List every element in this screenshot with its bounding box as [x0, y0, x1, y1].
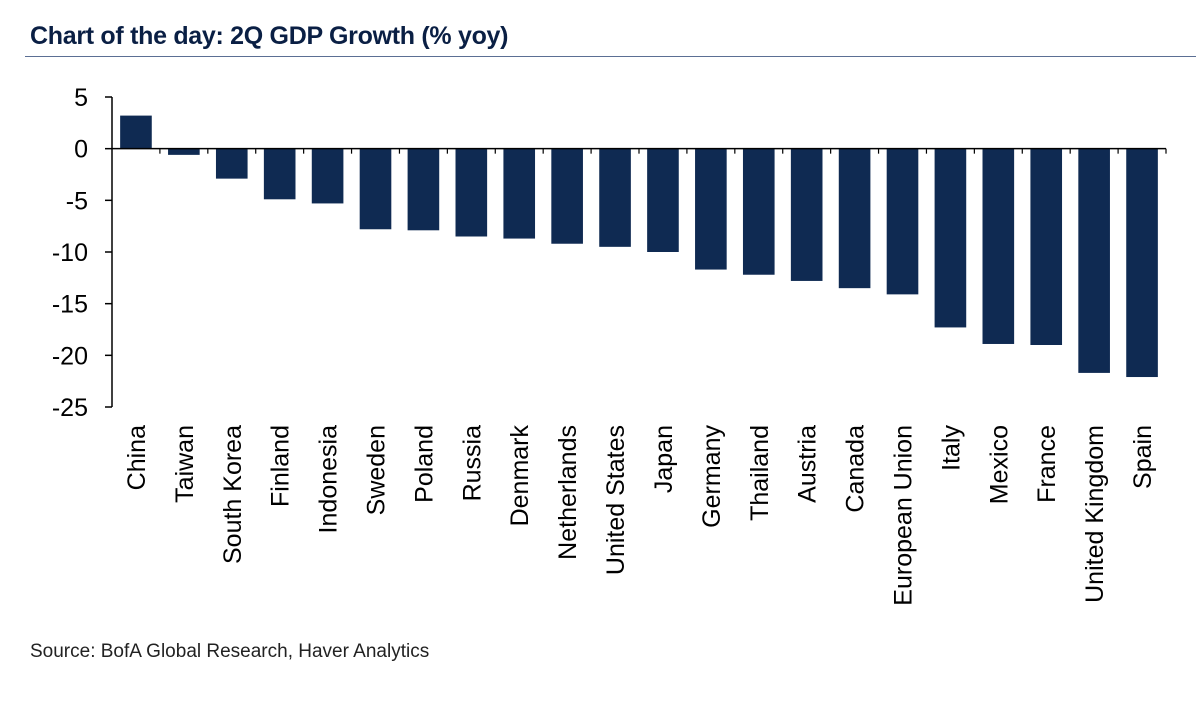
bar-united-kingdom: [1078, 148, 1110, 373]
y-tick-label: -10: [52, 239, 88, 267]
x-tick-label: France: [1033, 425, 1061, 503]
x-tick-label: Sweden: [363, 425, 391, 515]
x-tick-label: Poland: [410, 425, 438, 503]
bar-poland: [407, 148, 440, 231]
x-tick-label: Denmark: [506, 425, 534, 527]
bar-sweden: [359, 148, 392, 230]
x-tick-label: China: [123, 425, 151, 490]
x-tick-label: European Union: [890, 425, 918, 606]
bar-france: [1030, 148, 1063, 345]
bar-taiwan: [168, 148, 200, 155]
x-tick-label: Austria: [794, 425, 822, 503]
x-tick-label: Russia: [458, 425, 486, 502]
x-tick-label: Indonesia: [315, 425, 343, 534]
bar-canada: [838, 148, 871, 289]
source-note: Source: BofA Global Research, Haver Anal…: [30, 641, 430, 662]
bar-denmark: [503, 148, 536, 239]
bars: [120, 115, 1158, 378]
x-tick-label: Canada: [842, 425, 870, 513]
x-tick-label: United Kingdom: [1081, 425, 1109, 603]
y-tick-label: -20: [52, 342, 88, 370]
x-tick-label: Finland: [267, 425, 295, 507]
y-tick-label: -5: [66, 187, 88, 215]
bar-mexico: [982, 148, 1015, 344]
bar-germany: [695, 148, 727, 270]
x-tick-label: United States: [602, 425, 630, 575]
bar-italy: [934, 148, 967, 328]
x-tick-label: Japan: [650, 425, 678, 493]
y-axis: 5 0 -5 -10 -15 -20 -25: [52, 84, 113, 422]
y-tick-label: -15: [52, 291, 88, 319]
x-tick-label: Spain: [1129, 425, 1157, 489]
x-tick-label: Thailand: [746, 425, 774, 521]
bar-austria: [790, 148, 823, 281]
bar-netherlands: [551, 148, 583, 244]
bar-european-union: [886, 148, 919, 295]
x-axis: [112, 147, 1167, 154]
bar-united-states: [599, 148, 631, 247]
x-tick-label: Mexico: [985, 425, 1013, 504]
bar-finland: [263, 148, 296, 200]
y-tick-label: -25: [52, 394, 88, 422]
bar-south-korea: [215, 148, 248, 179]
y-tick-label: 0: [74, 136, 88, 164]
bar-thailand: [742, 148, 775, 275]
bar-indonesia: [311, 148, 344, 204]
x-tick-label: Italy: [937, 425, 965, 471]
title-rule: [25, 56, 1196, 57]
bar-china: [120, 115, 152, 149]
y-tick-label: 5: [74, 84, 88, 112]
x-tick-label: Netherlands: [554, 425, 582, 560]
x-tick-label: South Korea: [219, 425, 247, 564]
x-tick-label: Taiwan: [171, 425, 199, 503]
bar-japan: [647, 148, 679, 252]
x-labels: China Taiwan South Korea Finland Indonesia Sw…: [123, 425, 1157, 606]
bar-spain: [1126, 148, 1158, 378]
x-tick-label: Germany: [698, 425, 726, 528]
chart-title: Chart of the day: 2Q GDP Growth (% yoy): [30, 22, 509, 50]
bar-russia: [455, 148, 488, 237]
